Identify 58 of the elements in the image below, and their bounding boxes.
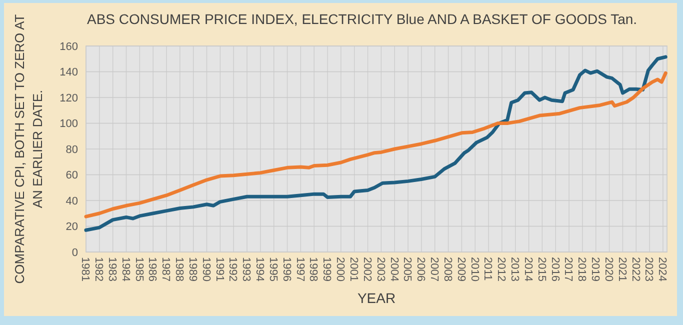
x-tick-label: 2006 bbox=[414, 257, 427, 282]
x-tick-label: 1988 bbox=[173, 257, 186, 282]
x-tick-label: 1989 bbox=[186, 257, 198, 282]
x-tick-label: 2015 bbox=[535, 257, 548, 282]
y-tick-label: 60 bbox=[66, 170, 78, 182]
y-tick-label: 100 bbox=[60, 118, 78, 130]
x-axis-title: YEAR bbox=[357, 290, 396, 306]
y-tick-label: 20 bbox=[66, 221, 78, 234]
x-tick-label: 2013 bbox=[508, 257, 521, 282]
x-tick-label: 2014 bbox=[522, 257, 534, 282]
x-tick-label: 1984 bbox=[119, 257, 132, 282]
x-tick-label: 1983 bbox=[106, 257, 118, 282]
x-tick-label: 2008 bbox=[441, 257, 454, 282]
line-series bbox=[84, 71, 668, 218]
x-tick-label: 2010 bbox=[468, 257, 480, 282]
y-tick-label: 140 bbox=[60, 66, 78, 79]
x-tick-label: 1993 bbox=[240, 257, 252, 282]
x-tick-label: 2019 bbox=[589, 257, 602, 282]
x-tick-label: 1985 bbox=[132, 257, 145, 282]
x-tick-label: 1994 bbox=[254, 257, 266, 282]
chart-title: ABS CONSUMER PRICE INDEX, ELECTRICITY Blue AND A BASKET OF GOODS Tan. bbox=[87, 11, 638, 27]
x-tick-label: 1996 bbox=[280, 257, 292, 282]
x-tick-label: 1991 bbox=[213, 257, 226, 282]
x-tick-label: 1982 bbox=[92, 257, 105, 282]
line-series bbox=[84, 55, 668, 232]
y-tick-label: 40 bbox=[66, 195, 78, 208]
x-tick-label: 2023 bbox=[642, 257, 655, 282]
x-tick-label: 2009 bbox=[454, 257, 467, 282]
x-tick-label: 1990 bbox=[200, 257, 212, 282]
x-tick-label: 2017 bbox=[562, 257, 574, 282]
x-tick-label: 2007 bbox=[428, 257, 440, 282]
x-tick-label: 2000 bbox=[334, 257, 346, 282]
x-tick-label: 1995 bbox=[267, 257, 279, 282]
x-tick-label: 1999 bbox=[320, 257, 333, 282]
x-tick-label: 2002 bbox=[360, 257, 373, 282]
y-tick-label: 120 bbox=[60, 92, 78, 104]
x-tick-label: 1986 bbox=[146, 257, 158, 282]
x-tick-label: 2005 bbox=[401, 257, 414, 282]
x-tick-label: 2018 bbox=[576, 257, 588, 282]
x-tick-label: 2024 bbox=[656, 257, 668, 282]
x-tick-label: 2022 bbox=[629, 257, 642, 282]
x-tick-label: 2011 bbox=[482, 257, 494, 281]
x-tick-label: 2004 bbox=[388, 257, 400, 282]
x-tick-label: 2012 bbox=[495, 257, 508, 282]
x-tick-label: 1998 bbox=[307, 257, 320, 282]
y-tick-label: 160 bbox=[60, 40, 78, 53]
x-tick-label: 1992 bbox=[226, 257, 239, 282]
x-tick-label: 2003 bbox=[374, 257, 386, 282]
x-tick-label: 2021 bbox=[616, 257, 628, 282]
x-tick-label: 1981 bbox=[79, 257, 92, 282]
y-axis-title: COMPARATIVE CPI, BOTH SET TO ZERO AT AN EARLIER DATE. bbox=[12, 14, 45, 284]
x-tick-label: 1987 bbox=[160, 257, 172, 282]
y-tick-label: 80 bbox=[66, 144, 78, 156]
x-tick-label: 2016 bbox=[548, 257, 561, 282]
y-tick-label: 0 bbox=[72, 246, 78, 259]
x-tick-label: 1997 bbox=[294, 257, 306, 282]
x-tick-label: 2001 bbox=[348, 257, 360, 282]
x-tick-label: 2020 bbox=[602, 257, 614, 282]
